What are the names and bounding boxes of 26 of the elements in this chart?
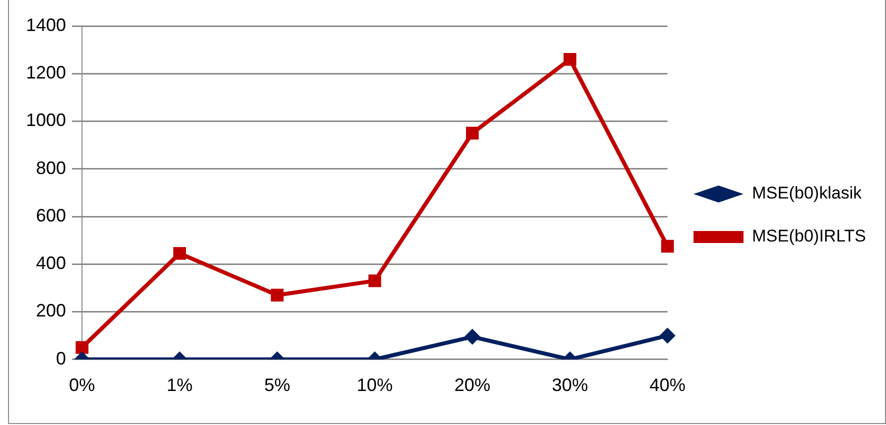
y-tick-label: 1000 [26, 110, 66, 130]
point [660, 328, 676, 344]
y-tick-label: 1400 [26, 14, 66, 35]
point [464, 328, 480, 345]
point [76, 341, 88, 354]
y-tick-label: 200 [36, 300, 66, 321]
x-tick-label: 30% [552, 375, 588, 396]
point [368, 274, 382, 288]
y-tick-label: 0 [56, 348, 66, 368]
x-tick-label: 0% [69, 375, 96, 396]
point [661, 240, 674, 253]
y-tick-label: 400 [36, 253, 66, 274]
legend-label: MSE(b0)klasik [752, 184, 862, 203]
point [173, 247, 186, 260]
x-tick-label: 40% [650, 375, 686, 396]
x-tick-label: 1% [166, 375, 193, 396]
x-tick-label: 10% [356, 375, 393, 396]
y-tick-label: 1200 [26, 62, 66, 83]
point [270, 288, 284, 302]
point [564, 52, 576, 66]
y-tick-label: 600 [36, 205, 66, 226]
legend-label: MSE(b0)IRLTS [752, 226, 866, 246]
point [466, 126, 479, 140]
y-tick-label: 800 [36, 158, 66, 178]
x-tick-label: 20% [454, 375, 490, 396]
x-tick-label: 5% [264, 375, 290, 396]
